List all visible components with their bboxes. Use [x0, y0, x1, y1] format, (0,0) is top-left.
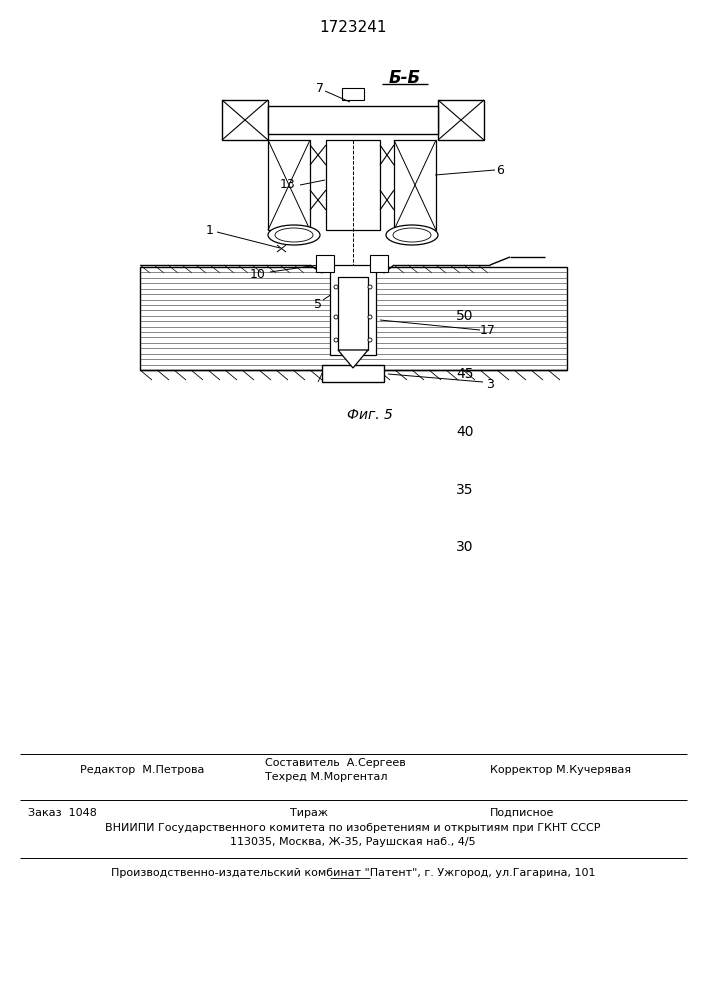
- Text: Составитель  А.Сергеев: Составитель А.Сергеев: [265, 758, 406, 768]
- Ellipse shape: [393, 228, 431, 242]
- Bar: [394, 140, 436, 230]
- Circle shape: [368, 338, 372, 342]
- Text: Фиг. 5: Фиг. 5: [347, 408, 393, 422]
- Bar: [322, 365, 384, 382]
- Bar: [326, 140, 380, 230]
- Text: Редактор  М.Петрова: Редактор М.Петрова: [80, 765, 204, 775]
- Text: 45: 45: [456, 367, 474, 381]
- Circle shape: [334, 315, 338, 319]
- Bar: [330, 265, 376, 355]
- Bar: [338, 277, 368, 350]
- Text: 1: 1: [206, 224, 214, 236]
- Bar: [268, 140, 310, 230]
- Text: 113035, Москва, Ж-35, Раушская наб., 4/5: 113035, Москва, Ж-35, Раушская наб., 4/5: [230, 837, 476, 847]
- Text: 50: 50: [456, 309, 474, 323]
- Text: 7: 7: [316, 82, 324, 95]
- Bar: [342, 88, 364, 100]
- Bar: [370, 255, 388, 272]
- Text: 6: 6: [496, 163, 504, 176]
- Text: Заказ  1048: Заказ 1048: [28, 808, 97, 818]
- Text: 30: 30: [456, 540, 474, 554]
- Ellipse shape: [268, 225, 320, 245]
- Text: 10: 10: [250, 268, 266, 282]
- Text: 3: 3: [486, 378, 494, 391]
- Circle shape: [334, 285, 338, 289]
- Text: Техред М.Моргентал: Техред М.Моргентал: [265, 772, 387, 782]
- Text: 35: 35: [456, 483, 474, 497]
- Text: 5: 5: [314, 298, 322, 312]
- Bar: [316, 255, 334, 272]
- Polygon shape: [338, 350, 368, 368]
- Text: 40: 40: [456, 425, 474, 439]
- Text: Тираж: Тираж: [290, 808, 328, 818]
- Circle shape: [334, 338, 338, 342]
- Bar: [438, 100, 484, 140]
- Text: Корректор М.Кучерявая: Корректор М.Кучерявая: [490, 765, 631, 775]
- Text: Производственно-издательский комбинат "Патент", г. Ужгород, ул.Гагарина, 101: Производственно-издательский комбинат "П…: [111, 868, 595, 878]
- Bar: [140, 267, 567, 370]
- Text: Подписное: Подписное: [490, 808, 554, 818]
- Circle shape: [368, 285, 372, 289]
- Text: 13: 13: [280, 178, 296, 192]
- Text: 17: 17: [480, 324, 496, 336]
- Text: 1723241: 1723241: [320, 20, 387, 35]
- Ellipse shape: [275, 228, 313, 242]
- Circle shape: [368, 315, 372, 319]
- Bar: [222, 100, 268, 140]
- Bar: [268, 106, 438, 134]
- Ellipse shape: [386, 225, 438, 245]
- Text: ВНИИПИ Государственного комитета по изобретениям и открытиям при ГКНТ СССР: ВНИИПИ Государственного комитета по изоб…: [105, 823, 601, 833]
- Text: Б-Б: Б-Б: [389, 69, 421, 87]
